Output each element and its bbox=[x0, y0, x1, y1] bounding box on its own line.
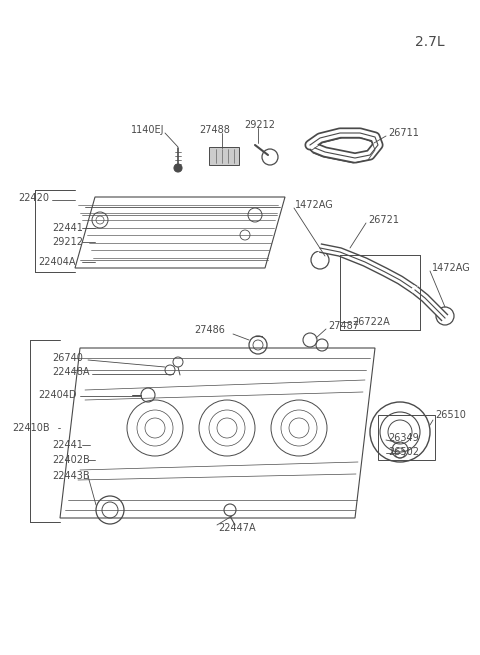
Text: 22420: 22420 bbox=[18, 193, 49, 203]
Text: 1140EJ: 1140EJ bbox=[131, 125, 165, 135]
Text: 29212: 29212 bbox=[52, 237, 83, 247]
Text: 26740: 26740 bbox=[52, 353, 83, 363]
Text: 22404A: 22404A bbox=[38, 257, 75, 267]
Text: 27487: 27487 bbox=[328, 321, 359, 331]
FancyBboxPatch shape bbox=[209, 147, 239, 165]
Text: 22448A: 22448A bbox=[52, 367, 89, 377]
Text: 26721: 26721 bbox=[368, 215, 399, 225]
Text: 1472AG: 1472AG bbox=[432, 263, 471, 273]
Text: 22402B: 22402B bbox=[52, 455, 90, 465]
Text: 2.7L: 2.7L bbox=[415, 35, 444, 49]
Text: 26502: 26502 bbox=[388, 447, 419, 457]
Text: 22441: 22441 bbox=[52, 440, 83, 450]
Text: 27488: 27488 bbox=[200, 125, 230, 135]
Circle shape bbox=[174, 164, 182, 172]
Text: 26711: 26711 bbox=[388, 128, 419, 138]
Text: 1472AG: 1472AG bbox=[295, 200, 334, 210]
Text: 22443B: 22443B bbox=[52, 471, 90, 481]
Text: 22441: 22441 bbox=[52, 223, 83, 233]
Text: 26510: 26510 bbox=[435, 410, 466, 420]
Text: 26349: 26349 bbox=[388, 433, 419, 443]
Text: 26722A: 26722A bbox=[352, 317, 390, 327]
Text: 22410B: 22410B bbox=[12, 423, 49, 433]
Text: 22447A: 22447A bbox=[218, 523, 256, 533]
Text: 22404D: 22404D bbox=[38, 390, 76, 400]
Text: 27486: 27486 bbox=[194, 325, 226, 335]
Text: 29212: 29212 bbox=[244, 120, 276, 130]
